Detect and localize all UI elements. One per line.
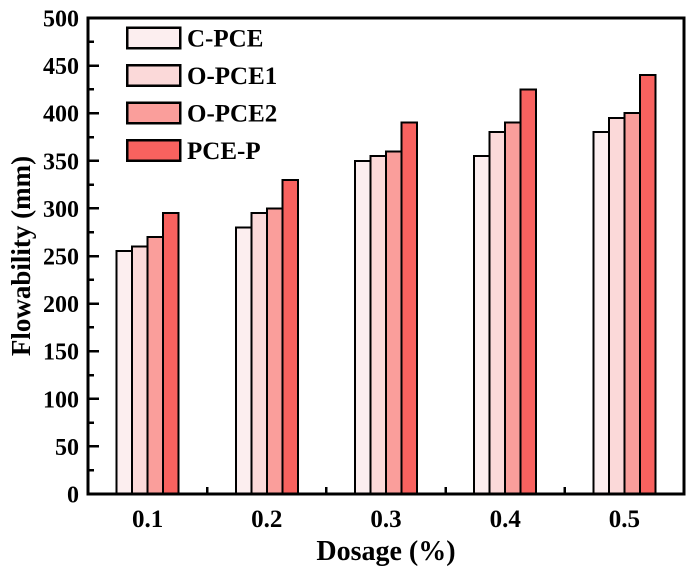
bar-O-PCE2-0.4 (504, 121, 522, 495)
legend-swatch-O-PCE1 (125, 63, 182, 87)
x-tick-label-0.5: 0.5 (609, 506, 640, 533)
x-axis-title: Dosage (%) (316, 536, 455, 567)
bar-PCE-P-0.1 (162, 212, 180, 495)
bar-O-PCE1-0.5 (607, 116, 626, 496)
bar-O-PCE2-0.3 (385, 150, 403, 495)
bar-O-PCE1-0.3 (369, 155, 387, 495)
bar-PCE-P-0.3 (400, 121, 418, 495)
legend-label-O-PCE1: O-PCE1 (187, 63, 277, 90)
bar-C-PCE-0.5 (592, 131, 610, 496)
bar-O-PCE1-0.1 (131, 245, 149, 495)
y-tick-label-400: 400 (43, 102, 79, 128)
bar-O-PCE2-0.5 (623, 112, 641, 495)
y-tick-label-250: 250 (43, 245, 79, 271)
y-axis-title: Flowability (mm) (6, 156, 36, 356)
bar-PCE-P-0.2 (281, 178, 299, 495)
y-tick-label-350: 350 (43, 149, 79, 175)
legend-label-O-PCE2: O-PCE2 (187, 100, 277, 127)
legend-swatch-O-PCE2 (125, 101, 182, 125)
y-tick-label-100: 100 (43, 387, 79, 413)
y-tick-label-150: 150 (43, 340, 79, 366)
bar-C-PCE-0.3 (354, 159, 372, 496)
bar-O-PCE2-0.2 (265, 207, 284, 495)
bar-O-PCE1-0.2 (250, 212, 268, 495)
x-tick-label-0.4: 0.4 (490, 506, 522, 533)
y-tick-label-450: 450 (43, 54, 79, 80)
y-tick-label-0: 0 (67, 483, 79, 509)
plot-frame (86, 16, 686, 496)
x-tick-label-0.3: 0.3 (370, 506, 401, 533)
bar-C-PCE-0.4 (473, 155, 491, 495)
legend-label-PCE-P: PCE-P (187, 138, 261, 165)
bar-PCE-P-0.5 (638, 74, 657, 496)
legend-label-C-PCE: C-PCE (187, 25, 263, 52)
legend-swatch-PCE-P (125, 138, 182, 162)
y-tick-label-50: 50 (55, 435, 79, 461)
y-tick-label-500: 500 (43, 7, 79, 33)
bar-O-PCE1-0.4 (488, 131, 507, 496)
legend-swatch-C-PCE (125, 26, 182, 50)
y-tick-label-200: 200 (43, 292, 79, 318)
bar-PCE-P-0.4 (519, 88, 538, 496)
bar-O-PCE2-0.1 (146, 235, 165, 496)
x-tick-label-0.1: 0.1 (132, 506, 163, 533)
bar-C-PCE-0.1 (115, 250, 134, 495)
x-tick-label-0.2: 0.2 (251, 506, 282, 533)
bar-C-PCE-0.2 (234, 226, 253, 495)
y-tick-label-300: 300 (43, 197, 79, 223)
